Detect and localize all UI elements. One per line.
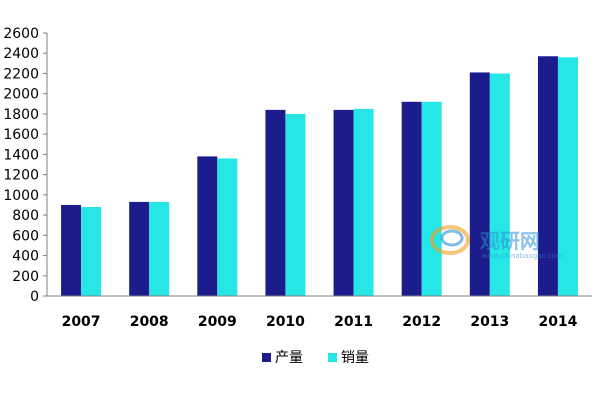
x-tick-label: 2013 <box>470 314 509 330</box>
y-tick-label: 1000 <box>3 188 39 204</box>
x-tick-label: 2007 <box>62 314 101 330</box>
x-tick-label: 2009 <box>198 314 237 330</box>
bars <box>61 56 578 297</box>
bar-production <box>129 201 150 296</box>
bar-production <box>333 109 354 296</box>
y-tick-label: 2600 <box>3 26 39 42</box>
y-tick-label: 400 <box>12 249 39 265</box>
y-tick-label: 2400 <box>3 46 39 62</box>
watermark-logo-icon <box>430 225 470 255</box>
y-tick-label: 600 <box>12 228 39 244</box>
x-tick-label: 2010 <box>266 314 305 330</box>
legend-swatch <box>328 353 337 362</box>
y-tick-label: 0 <box>30 289 39 305</box>
y-tick-label: 1200 <box>3 168 39 184</box>
watermark: 观研网 www.chinabaogao.com <box>430 225 563 260</box>
bar-production <box>265 109 286 296</box>
bar-production <box>537 56 558 297</box>
x-tick-label: 2012 <box>402 314 441 330</box>
bar-production <box>61 204 82 296</box>
bar-sales <box>421 101 442 297</box>
bar-sales <box>217 158 238 296</box>
y-tick-label: 800 <box>12 208 39 224</box>
y-tick-label: 2200 <box>3 66 39 82</box>
bar-sales <box>149 201 170 296</box>
x-tick-label: 2008 <box>130 314 169 330</box>
legend-label: 产量 <box>275 350 303 366</box>
bar-sales <box>81 206 102 296</box>
bar-sales <box>489 73 510 296</box>
legend: 产量 销量 <box>262 350 369 366</box>
bar-production <box>197 156 218 296</box>
bar-production <box>401 101 422 297</box>
bar-sales <box>285 113 306 296</box>
y-tick-label: 1600 <box>3 127 39 143</box>
legend-swatch <box>262 353 271 362</box>
y-tick-label: 1400 <box>3 147 39 163</box>
bar-sales <box>353 108 374 296</box>
y-tick-label: 1800 <box>3 107 39 123</box>
y-tick-label: 2000 <box>3 87 39 103</box>
bar-sales <box>557 57 578 297</box>
legend-label: 销量 <box>341 350 369 366</box>
x-tick-label: 2011 <box>334 314 373 330</box>
x-axis: 2007 2008 2009 2010 2011 2012 2013 2014 <box>47 295 592 330</box>
y-tick-label: 200 <box>12 269 39 285</box>
watermark-url: www.chinabaogao.com <box>482 252 563 260</box>
bar-production <box>469 72 490 296</box>
x-tick-label: 2014 <box>538 314 577 330</box>
y-axis: 0 200 400 600 800 1000 1200 1400 1600 1800 2000 220… <box>3 26 48 305</box>
watermark-text: 观研网 <box>480 229 540 253</box>
